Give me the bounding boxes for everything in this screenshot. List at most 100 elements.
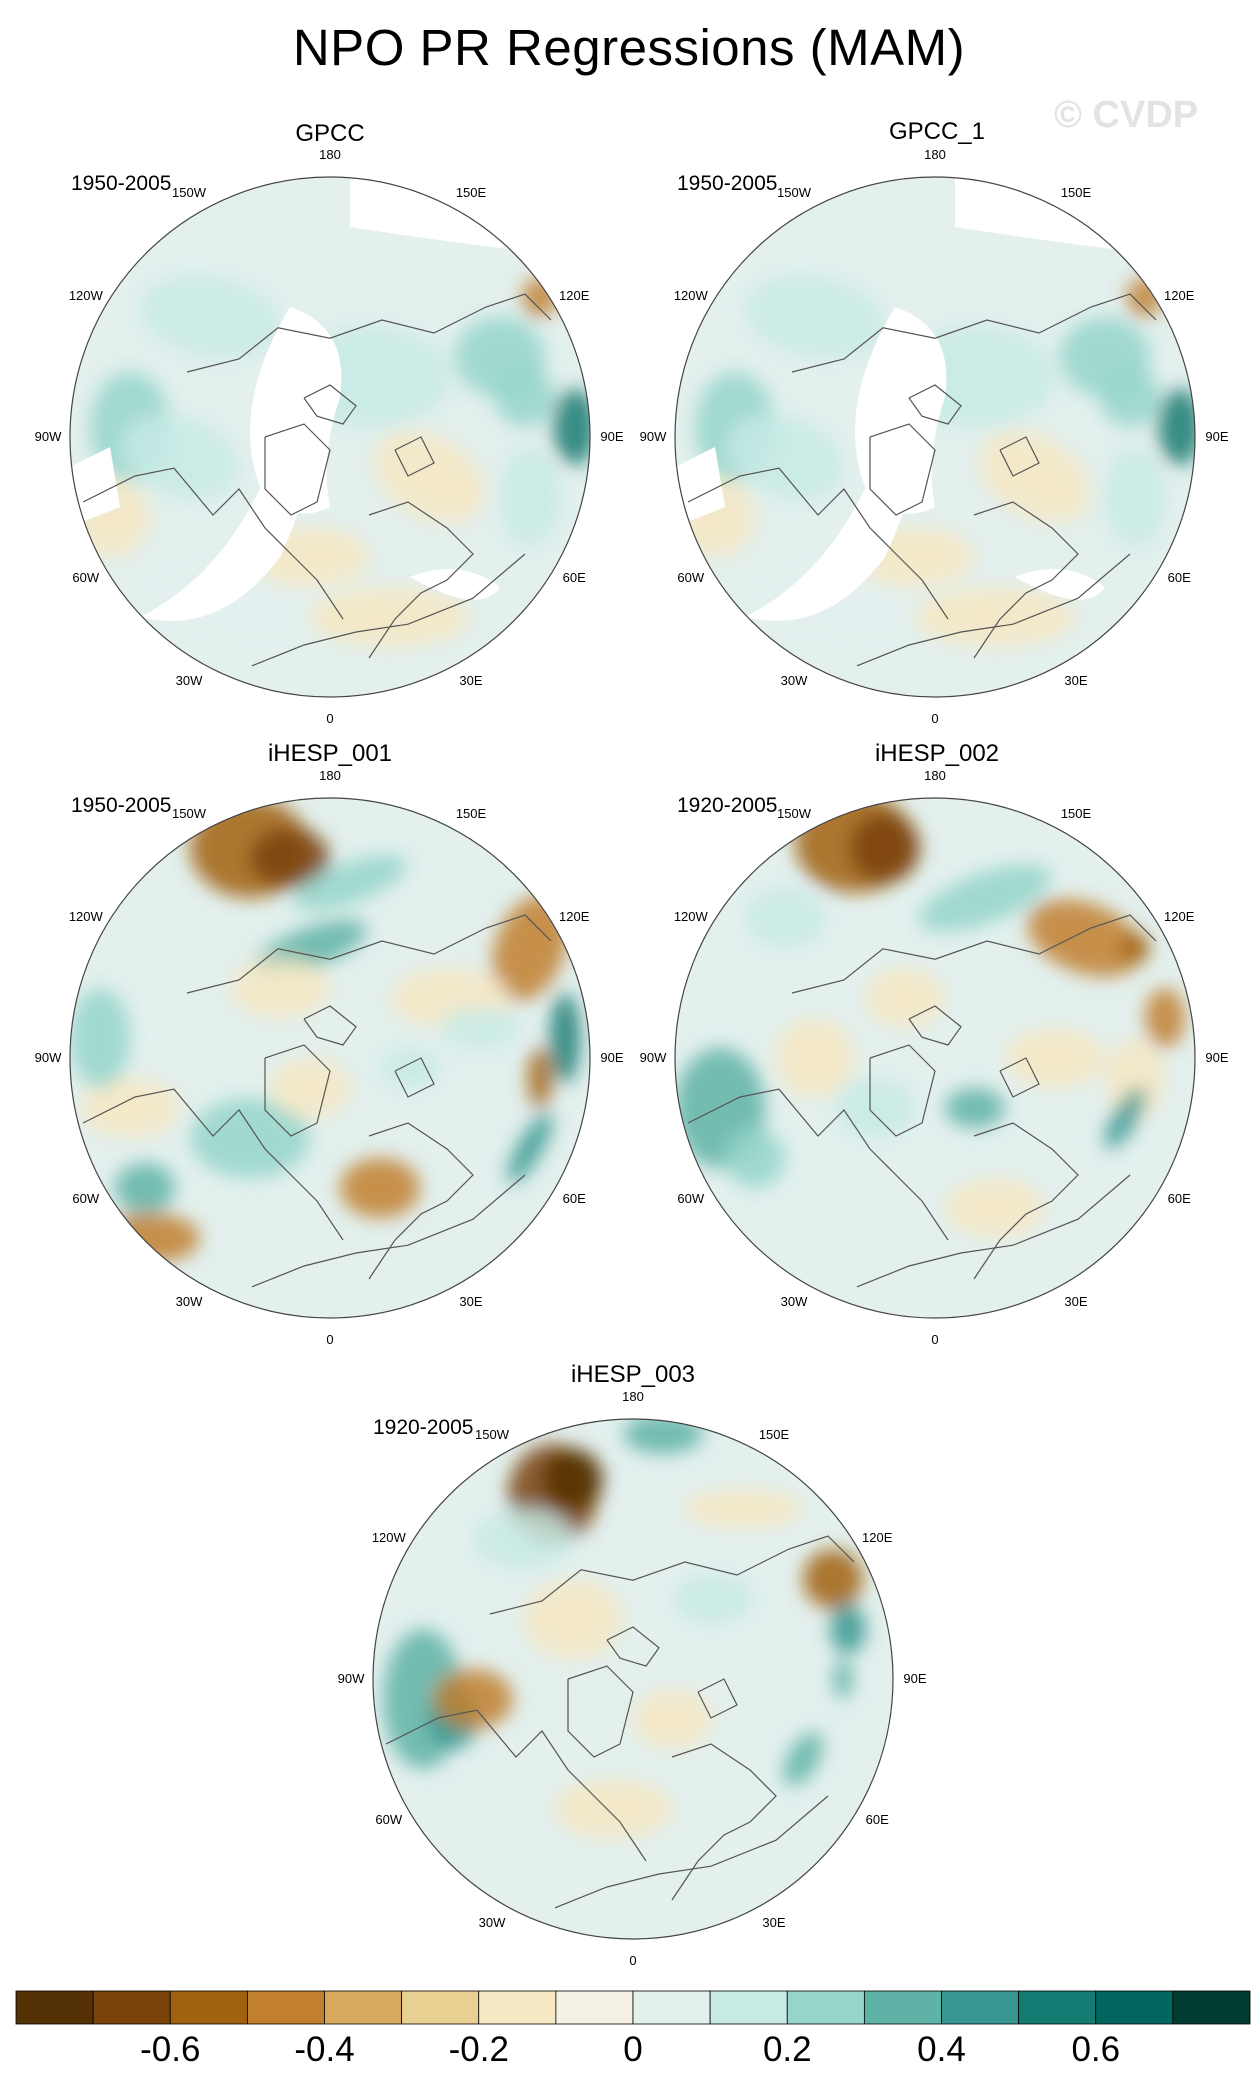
- colorbar-swatch: [1172, 1990, 1251, 2025]
- anomaly-blob: [310, 587, 470, 647]
- anomaly-blob: [543, 1449, 603, 1509]
- coastline: [671, 1743, 777, 1901]
- anomaly-blob: [1005, 1028, 1105, 1088]
- map-panel-ihesp-003: [373, 1419, 893, 1939]
- anomaly-blob: [495, 367, 555, 427]
- anomaly-blob: [293, 855, 407, 911]
- longitude-label: 30W: [780, 1294, 808, 1310]
- longitude-label: 150W: [475, 1426, 509, 1442]
- coastline: [869, 1044, 936, 1137]
- panel-title-gpcc-1: GPCC_1: [888, 118, 986, 145]
- anomaly-blob: [528, 1048, 552, 1108]
- anomaly-blob: [553, 1779, 673, 1839]
- anomaly-blob: [250, 828, 330, 888]
- colorbar-swatch: [324, 1990, 403, 2025]
- longitude-label: 60W: [72, 570, 100, 585]
- longitude-label: 30E: [459, 1294, 483, 1310]
- coastline: [394, 1057, 435, 1098]
- longitude-label: 180: [319, 147, 341, 162]
- longitude-label: 0: [931, 711, 939, 726]
- panel-title-ihesp-003: iHESP_003: [570, 1361, 696, 1388]
- coastline: [394, 436, 435, 477]
- anomaly-blob: [1105, 1038, 1165, 1118]
- anomaly-blob: [1145, 988, 1185, 1048]
- anomaly-blob: [725, 1128, 785, 1188]
- longitude-label: 60E: [865, 1812, 889, 1827]
- longitude-label: 90W: [337, 1671, 365, 1686]
- anomaly-blob: [850, 813, 920, 883]
- map-panel-gpcc: [70, 177, 590, 697]
- anomaly-blob: [121, 414, 239, 500]
- colorbar-swatch: [863, 1990, 942, 2025]
- longitude-label: 90E: [1205, 429, 1229, 444]
- watermark-text: © CVDP: [1054, 94, 1199, 136]
- longitude-label: 150E: [758, 1426, 790, 1442]
- longitude-label: 30E: [459, 673, 483, 689]
- coastline: [999, 436, 1040, 477]
- anomaly-blob: [775, 1018, 855, 1098]
- longitude-label: 150E: [1060, 184, 1092, 200]
- anomaly-blob: [918, 864, 1052, 932]
- coastline: [606, 1626, 660, 1667]
- missing-data-ocean: [675, 447, 725, 527]
- longitude-label: 150E: [455, 184, 487, 200]
- missing-data-ocean: [410, 569, 500, 600]
- missing-data-ocean: [70, 447, 120, 527]
- panel-title-gpcc: GPCC: [295, 120, 365, 147]
- coastline: [82, 467, 344, 620]
- anomaly-blob: [440, 1008, 520, 1048]
- longitude-label: 60W: [677, 1191, 705, 1206]
- missing-data-ocean: [745, 367, 921, 621]
- anomaly-blob: [915, 587, 1075, 647]
- longitude-label: 60W: [72, 1191, 100, 1206]
- longitude-label: 90W: [639, 1050, 667, 1065]
- coastline: [856, 553, 1131, 667]
- coastline: [856, 1174, 1131, 1288]
- coastline: [687, 467, 949, 620]
- longitude-label: 180: [622, 1389, 644, 1404]
- colorbar-tick-label: 0: [623, 2030, 643, 2069]
- anomaly-blob: [673, 1574, 753, 1624]
- panel-period-ihesp-003: 1920-2005: [373, 1416, 474, 1439]
- longitude-label: 30W: [175, 673, 203, 689]
- anomaly-blob: [945, 1178, 1045, 1238]
- anomaly-blob: [683, 1489, 803, 1529]
- longitude-label: 120E: [1164, 288, 1195, 303]
- longitude-label: 60E: [562, 570, 586, 585]
- anomaly-blob: [865, 968, 945, 1028]
- coastline: [697, 1678, 738, 1719]
- coastline: [973, 501, 1079, 659]
- coastline: [791, 914, 1157, 994]
- colorbar-swatch: [478, 1990, 557, 2025]
- longitude-label: 120E: [1164, 909, 1195, 924]
- missing-data-ocean: [1015, 569, 1105, 600]
- anomaly-blob: [340, 1158, 420, 1218]
- coastline: [973, 1122, 1079, 1280]
- coastline: [791, 293, 1157, 373]
- coastline: [186, 914, 552, 994]
- anomaly-blob: [1158, 389, 1195, 465]
- longitude-label: 180: [924, 147, 946, 162]
- anomaly-blob: [70, 988, 130, 1088]
- coastline: [908, 1005, 962, 1046]
- anomaly-blob: [380, 1048, 440, 1088]
- longitude-label: 90W: [34, 1050, 62, 1065]
- longitude-label: 120E: [559, 909, 590, 924]
- longitude-label: 120W: [371, 1530, 406, 1545]
- longitude-label: 120W: [68, 909, 103, 924]
- anomaly-blob: [492, 894, 568, 1002]
- longitude-label: 120E: [559, 288, 590, 303]
- longitude-label: 180: [319, 768, 341, 783]
- anomaly-blob: [553, 389, 590, 465]
- coastline: [303, 384, 357, 425]
- coastline: [264, 1044, 331, 1137]
- coastline: [251, 553, 526, 667]
- panel-period-ihesp-002: 1920-2005: [677, 794, 778, 817]
- colorbar-swatch: [709, 1990, 788, 2025]
- coastline: [368, 1122, 474, 1280]
- longitude-label: 30W: [175, 1294, 203, 1310]
- colorbar-swatch: [1095, 1990, 1174, 2025]
- colorbar-tick-label: 0.2: [762, 2030, 812, 2069]
- map-panel-ihesp-002: [675, 798, 1195, 1318]
- anomaly-blob: [433, 1669, 513, 1729]
